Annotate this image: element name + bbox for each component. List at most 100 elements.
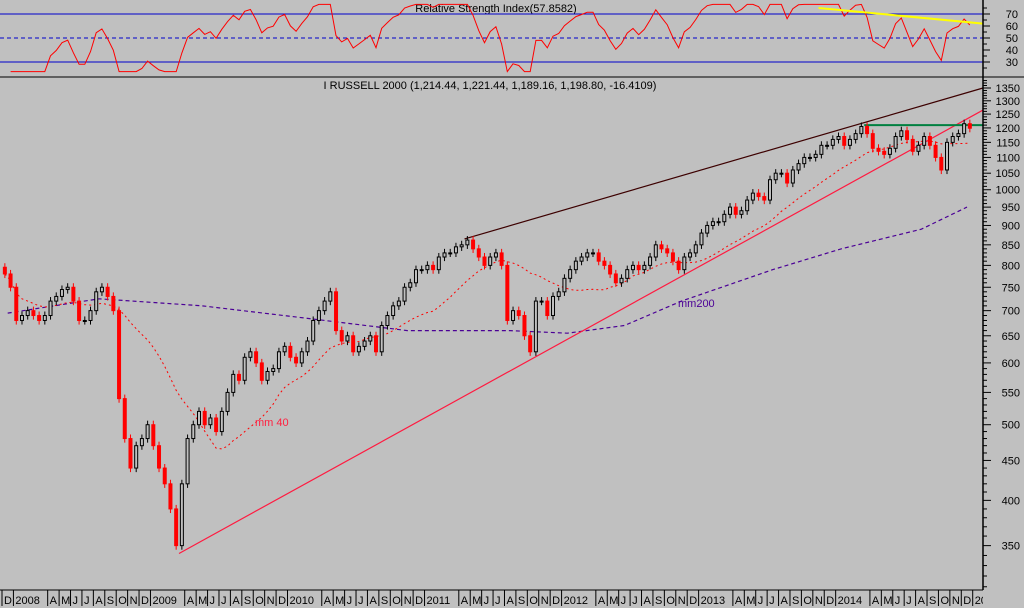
candle — [88, 306, 93, 325]
candle-body — [231, 373, 236, 393]
candle — [453, 242, 458, 257]
candle-body — [785, 172, 790, 184]
candle — [134, 441, 139, 473]
candle — [950, 132, 955, 147]
candle — [568, 265, 573, 283]
candle — [802, 153, 807, 168]
price-tick-label: 450 — [1002, 455, 1020, 467]
candle-body — [853, 133, 858, 140]
x-tick-label: A — [50, 595, 58, 607]
candle-body — [179, 483, 184, 547]
x-tick-label: O — [255, 595, 264, 607]
candle-body — [157, 445, 162, 469]
candle-body — [842, 136, 847, 146]
x-tick-label: J — [73, 595, 79, 607]
candle — [819, 141, 824, 159]
candle — [151, 420, 156, 450]
candle-body — [419, 269, 424, 272]
candle — [596, 248, 601, 266]
candle — [779, 169, 784, 178]
candle-body — [802, 156, 807, 165]
x-tick-label: N — [404, 595, 412, 607]
candle-body — [745, 199, 750, 212]
candle-body — [790, 169, 795, 184]
candle-body — [922, 136, 927, 146]
x-tick-label: O — [118, 595, 127, 607]
candle-body — [619, 277, 624, 284]
candle — [351, 331, 356, 356]
x-tick-label: D — [278, 595, 286, 607]
x-tick-label: O — [803, 595, 812, 607]
candle-body — [151, 424, 156, 447]
x-tick-label: A — [735, 595, 743, 607]
candle — [379, 321, 384, 356]
price-tick-label: 1350 — [996, 83, 1020, 95]
candle — [739, 206, 744, 219]
candle — [807, 153, 812, 162]
candle-body — [796, 163, 801, 171]
candle-body — [391, 305, 396, 317]
candle-body — [836, 136, 841, 140]
candle-body — [162, 467, 167, 485]
candle — [242, 353, 247, 385]
candle-body — [202, 410, 207, 426]
candle — [910, 135, 915, 156]
candle — [670, 248, 675, 266]
candle — [71, 283, 76, 306]
candle-body — [585, 252, 590, 258]
x-tick-label: A — [781, 595, 789, 607]
candle — [767, 175, 772, 205]
rsi-title: Relative Strength Index(57.8582) — [415, 3, 576, 15]
price-tick-label: 850 — [1002, 240, 1020, 252]
candle — [539, 297, 544, 306]
candle — [94, 287, 99, 315]
candle-body — [945, 141, 950, 171]
candle — [579, 252, 584, 266]
candle — [25, 306, 30, 320]
candle — [271, 364, 276, 376]
candle — [442, 248, 447, 262]
x-tick-label: J — [210, 595, 216, 607]
candle — [488, 252, 493, 270]
candle-body — [128, 438, 133, 469]
candle — [922, 132, 927, 150]
candle — [499, 248, 504, 270]
candle-body — [716, 221, 721, 224]
candle-body — [608, 264, 613, 275]
candle-body — [522, 315, 527, 337]
candle — [356, 342, 361, 356]
candle — [214, 413, 219, 436]
x-tick-label: A — [598, 595, 606, 607]
candle-body — [31, 310, 36, 317]
candle — [305, 336, 310, 356]
candle-body — [847, 138, 852, 146]
candle-body — [122, 398, 127, 440]
candle — [945, 138, 950, 175]
candle — [630, 261, 635, 274]
x-tick-label: J — [906, 595, 912, 607]
candle-body — [859, 126, 864, 135]
candle — [613, 269, 618, 287]
candle — [682, 252, 687, 274]
candle-body — [728, 206, 733, 215]
candle-body — [927, 136, 932, 146]
candle-body — [962, 123, 967, 135]
candle — [59, 285, 64, 301]
candle-body — [379, 324, 384, 353]
candle — [716, 217, 721, 226]
candle — [636, 261, 641, 274]
candle — [887, 144, 892, 159]
candle — [334, 287, 339, 335]
candle — [425, 261, 430, 274]
candle — [956, 129, 961, 141]
candle — [162, 464, 167, 488]
x-tick-label: A — [232, 595, 240, 607]
candle-body — [733, 206, 738, 215]
x-tick-label: J — [84, 595, 90, 607]
candle — [19, 311, 24, 325]
x-tick-label: 2009 — [152, 595, 176, 607]
candle — [893, 132, 898, 153]
x-tick-label: N — [130, 595, 138, 607]
candle-body — [882, 150, 887, 155]
rsi-tick-label: 50 — [1006, 33, 1018, 45]
